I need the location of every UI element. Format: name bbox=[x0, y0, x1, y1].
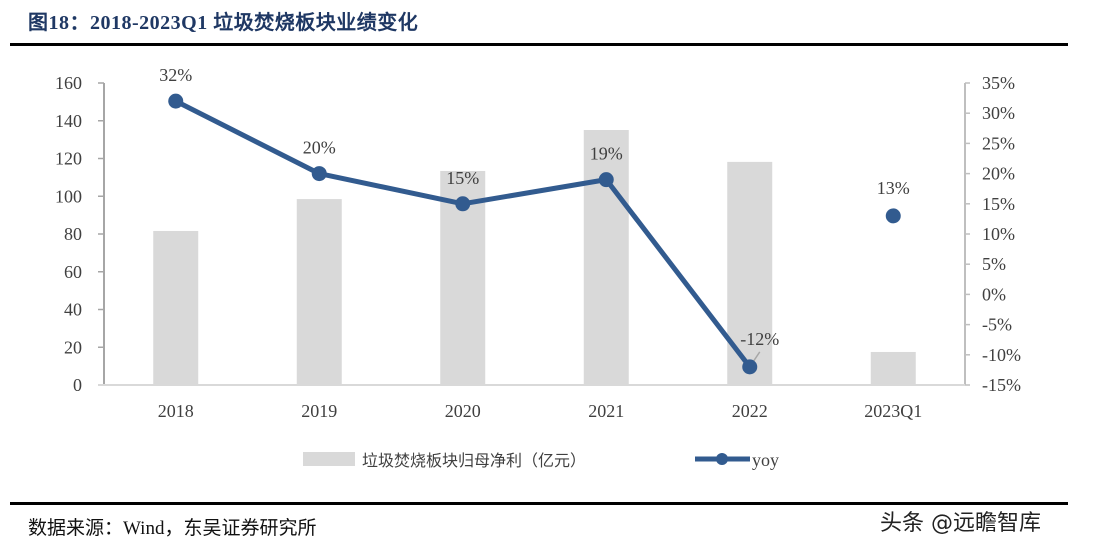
left-tick-label: 0 bbox=[73, 375, 82, 395]
left-tick-label: 80 bbox=[64, 224, 82, 244]
yoy-marker-2018 bbox=[168, 93, 184, 109]
legend-line-marker bbox=[716, 453, 728, 465]
bar-2021 bbox=[583, 129, 629, 385]
right-tick-label: -10% bbox=[982, 345, 1021, 365]
left-tick-label: 140 bbox=[55, 111, 82, 131]
left-tick-label: 40 bbox=[64, 300, 82, 320]
right-tick-label: -5% bbox=[982, 315, 1012, 335]
bar-series bbox=[153, 129, 916, 385]
x-tick-label: 2018 bbox=[158, 401, 194, 421]
right-tick-label: 10% bbox=[982, 224, 1015, 244]
x-tick-label: 2020 bbox=[445, 401, 481, 421]
line-series bbox=[168, 93, 901, 375]
watermark: 头条 @远瞻智库 bbox=[880, 511, 1041, 536]
x-tick-label: 2022 bbox=[732, 401, 768, 421]
yoy-data-label: -12% bbox=[740, 329, 779, 349]
right-tick-label: 20% bbox=[982, 164, 1015, 184]
bar-2023Q1 bbox=[870, 351, 916, 385]
bottom-rule bbox=[10, 502, 1068, 505]
right-tick-label: -15% bbox=[982, 375, 1021, 395]
figure-title: 图18：2018-2023Q1 垃圾焚烧板块业绩变化 bbox=[28, 12, 419, 34]
x-tick-label: 2021 bbox=[588, 401, 624, 421]
bar-2022 bbox=[727, 161, 773, 385]
left-tick-label: 160 bbox=[55, 73, 82, 93]
left-tick-label: 20 bbox=[64, 337, 82, 357]
yoy-data-label: 20% bbox=[303, 138, 336, 158]
legend: 垃圾焚烧板块归母净利（亿元） yoy bbox=[303, 450, 779, 470]
yoy-marker-2023Q1 bbox=[885, 208, 901, 224]
yoy-data-label: 19% bbox=[590, 144, 623, 164]
chart: 0 20 40 60 80 100 120 140 160 -15% -10% -5% 0% 5% 10% 1… bbox=[55, 65, 1021, 470]
legend-line-label: yoy bbox=[752, 450, 779, 470]
top-rule bbox=[10, 43, 1068, 46]
left-tick-label: 120 bbox=[55, 149, 82, 169]
x-tick-label: 2023Q1 bbox=[864, 401, 922, 421]
left-tick-label: 100 bbox=[55, 186, 82, 206]
yoy-data-label: 32% bbox=[159, 65, 192, 85]
yoy-data-label: 15% bbox=[446, 168, 479, 188]
right-tick-label: 15% bbox=[982, 194, 1015, 214]
right-tick-label: 30% bbox=[982, 103, 1015, 123]
source-note: 数据来源：Wind，东吴证券研究所 bbox=[28, 518, 317, 539]
axes: 0 20 40 60 80 100 120 140 160 -15% -10% -5% 0% 5% 10% 1… bbox=[55, 73, 1021, 421]
legend-bar-swatch bbox=[303, 452, 355, 466]
right-tick-label: 35% bbox=[982, 73, 1015, 93]
yoy-data-label: 13% bbox=[877, 178, 910, 198]
bar-2018 bbox=[153, 230, 199, 385]
right-tick-label: 0% bbox=[982, 284, 1006, 304]
data-labels: 32% 20% 15% 19% -12% 13% bbox=[159, 65, 910, 349]
legend-bar-label: 垃圾焚烧板块归母净利（亿元） bbox=[362, 451, 586, 470]
yoy-marker-2020 bbox=[455, 196, 471, 212]
bar-2019 bbox=[296, 199, 342, 385]
yoy-marker-2021 bbox=[598, 172, 614, 188]
yoy-marker-2019 bbox=[311, 166, 327, 182]
yoy-marker-2022 bbox=[742, 359, 758, 375]
right-tick-label: 5% bbox=[982, 254, 1006, 274]
x-tick-label: 2019 bbox=[301, 401, 337, 421]
right-tick-label: 25% bbox=[982, 133, 1015, 153]
left-tick-label: 60 bbox=[64, 262, 82, 282]
